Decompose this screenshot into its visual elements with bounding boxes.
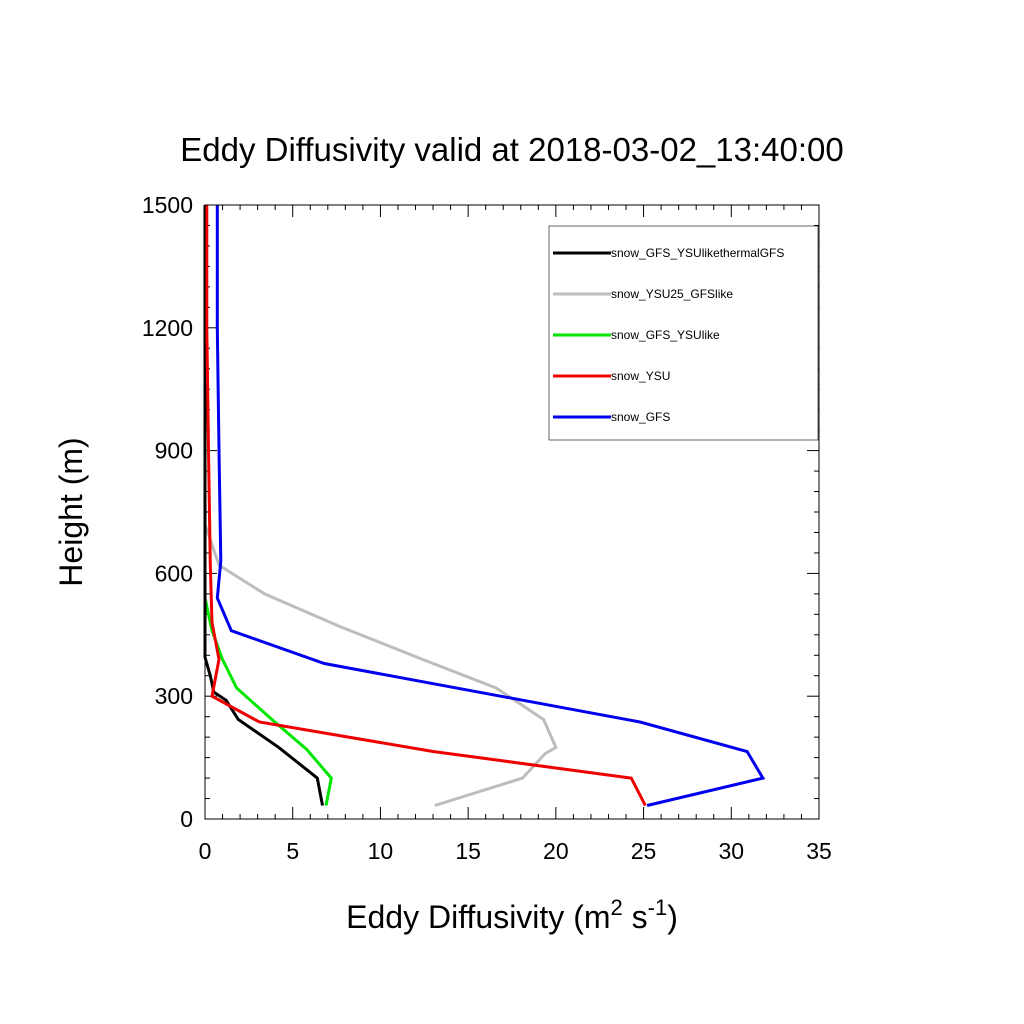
x-axis-label: Eddy Diffusivity (m2 s-1): [346, 895, 678, 935]
x-tick-label: 30: [718, 838, 744, 864]
legend-label: snow_GFS_YSUlike: [611, 328, 720, 342]
x-tick-label: 35: [806, 838, 832, 864]
x-tick-label: 5: [286, 838, 299, 864]
legend-label: snow_GFS_YSUlikethermalGFS: [611, 246, 784, 260]
legend: snow_GFS_YSUlikethermalGFS snow_YSU25_GFS…: [548, 225, 819, 441]
legend-label: snow_YSU25_GFSlike: [611, 287, 733, 301]
tick-labels: 0 5 10 15 20 25 30 35 0 300 600 900 1200 1500: [142, 192, 832, 864]
y-tick-label: 600: [155, 560, 193, 586]
chart-title: Eddy Diffusivity valid at 2018-03-02_13:…: [180, 131, 843, 168]
legend-box: [548, 225, 819, 441]
y-tick-label: 1200: [142, 315, 193, 341]
x-tick-label: 15: [455, 838, 481, 864]
legend-label: snow_YSU: [611, 369, 670, 383]
legend-label: snow_GFS: [611, 410, 670, 424]
y-tick-label: 300: [155, 683, 193, 709]
x-tick-label: 0: [199, 838, 212, 864]
y-tick-label: 1500: [142, 192, 193, 218]
x-tick-label: 20: [543, 838, 569, 864]
y-axis-label: Height (m): [53, 437, 89, 586]
y-tick-label: 900: [155, 438, 193, 464]
y-tick-label: 0: [180, 806, 193, 832]
x-tick-label: 25: [631, 838, 657, 864]
x-tick-label: 10: [368, 838, 394, 864]
series-line-snow_YSU: [205, 205, 647, 807]
series-line-snow_GFS: [215, 205, 766, 807]
plot-frame: [204, 204, 820, 820]
